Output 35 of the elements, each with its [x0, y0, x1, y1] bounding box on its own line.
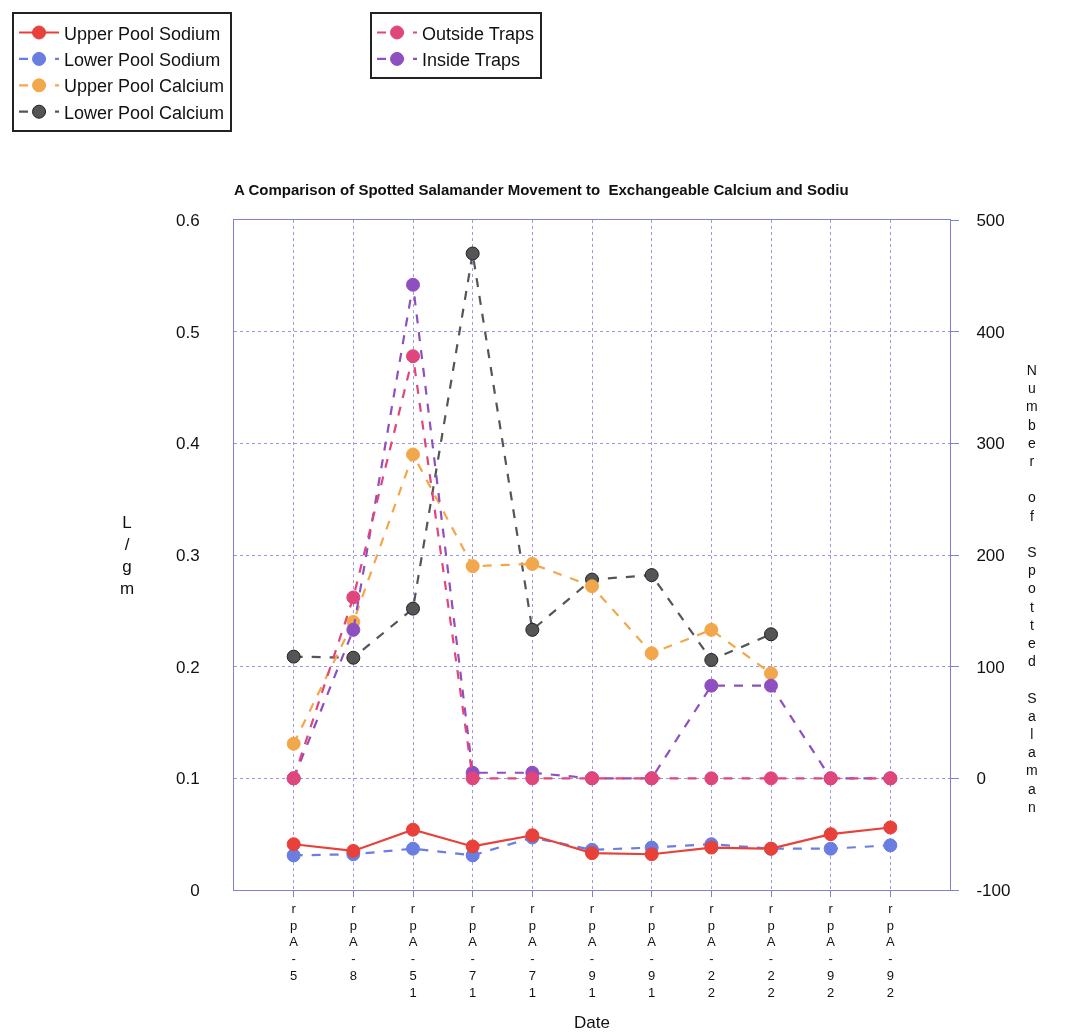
y2-tick-label: 300 — [976, 434, 1005, 454]
x-tick-label: rpA-22 — [706, 900, 716, 1001]
y-tick-label: 0.2 — [175, 657, 200, 677]
y-tick-label: 0.5 — [175, 322, 200, 342]
y2-tick-label: -100 — [976, 880, 1011, 900]
legend-label: Inside Traps — [422, 49, 521, 70]
x-tick-label: rpA-71 — [468, 900, 478, 1001]
legend-label: Upper Pool Sodium — [64, 23, 221, 44]
y-tick-label: 0.3 — [175, 545, 200, 565]
y-tick-label: 0.6 — [175, 210, 200, 230]
legend-label: Lower Pool Sodium — [64, 49, 221, 70]
y2-tick-label: 500 — [976, 210, 1005, 230]
y2-tick-label: 400 — [976, 322, 1005, 342]
x-tick-label: rpA-22 — [766, 900, 776, 1001]
legend-label: Outside Traps — [422, 23, 535, 44]
y2-tick-label: 0 — [976, 769, 986, 789]
x-axis-title: Date — [574, 1013, 610, 1032]
legend-label: Upper Pool Calcium — [64, 76, 225, 97]
text: Number of Spotted Salaman — [1026, 362, 1038, 815]
y2-tick-label: 200 — [976, 545, 1005, 565]
x-tick-label: rpA-91 — [647, 900, 657, 1001]
x-tick-label: rpA-91 — [587, 900, 597, 1001]
x-tick-label: rpA-71 — [527, 900, 537, 1001]
y-axis-title: L/gm — [120, 513, 135, 599]
y-tick-label: 0 — [190, 880, 200, 900]
x-tick-label: rpA-51 — [408, 900, 418, 1001]
y-tick-label: 0.1 — [175, 769, 200, 789]
x-tick-label: rpA-92 — [885, 900, 895, 1001]
legend-label: Lower Pool Calcium — [64, 102, 225, 123]
x-tick-label: rpA-8 — [348, 900, 358, 984]
chart-title: A Comparison of Spotted Salamander Movement to Exchangeable Calcium and Sodiu — [234, 181, 849, 199]
x-tick-label: rpA-5 — [289, 900, 299, 984]
y-tick-label: 0.4 — [175, 434, 200, 454]
y2-tick-label: 100 — [976, 657, 1005, 677]
x-tick-label: rpA-92 — [826, 900, 836, 1001]
